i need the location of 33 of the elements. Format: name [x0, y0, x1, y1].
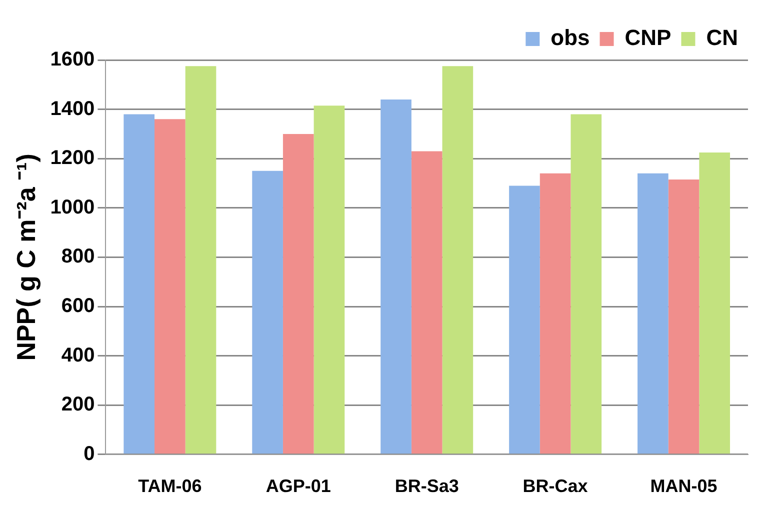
y-tick-label: 800: [61, 246, 95, 268]
y-tick-label: 1600: [50, 48, 95, 71]
bar: [638, 173, 668, 454]
bar: [124, 114, 155, 454]
y-tick-label: 1200: [50, 147, 95, 170]
legend-label: CN: [706, 25, 738, 50]
y-axis-title: NPP( g C m⁻²a ⁻¹): [10, 154, 41, 361]
bar: [570, 114, 602, 454]
bar: [411, 151, 442, 454]
y-tick-label: 1000: [50, 196, 95, 218]
x-tick-label: MAN-05: [650, 476, 718, 496]
x-tick-label: BR-Sa3: [394, 476, 459, 496]
bar: [252, 170, 283, 454]
y-tick-label: 600: [61, 295, 95, 318]
y-tick-label: 400: [61, 344, 95, 366]
bar: [185, 66, 216, 454]
bar: [509, 186, 540, 454]
bar: [442, 66, 474, 454]
x-tick-label: AGP-01: [266, 476, 331, 496]
y-tick-label: 200: [61, 394, 95, 416]
y-tick-label: 0: [84, 442, 95, 465]
bar: [380, 99, 412, 454]
bar: [154, 119, 186, 454]
bar: [314, 106, 345, 454]
x-tick-label: BR-Cax: [522, 476, 588, 496]
bar: [282, 134, 314, 454]
bar: [540, 173, 571, 454]
x-tick-label: TAM-06: [138, 476, 202, 496]
bar: [668, 180, 700, 454]
legend-label: obs: [550, 25, 590, 50]
bar: [699, 152, 730, 454]
legend-label: CNP: [624, 25, 672, 50]
y-tick-label: 1400: [50, 98, 95, 120]
